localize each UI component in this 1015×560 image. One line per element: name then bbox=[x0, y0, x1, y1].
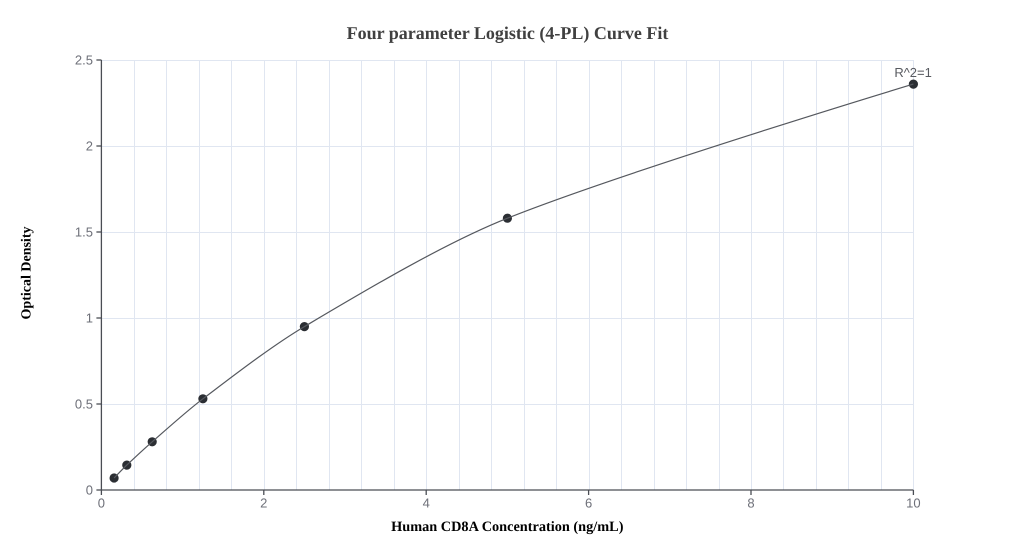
svg-text:0: 0 bbox=[98, 495, 105, 510]
svg-text:1: 1 bbox=[86, 311, 93, 326]
svg-text:4: 4 bbox=[423, 495, 430, 510]
svg-text:Optical Density: Optical Density bbox=[20, 227, 35, 320]
svg-text:Four parameter Logistic (4-PL): Four parameter Logistic (4-PL) Curve Fit bbox=[347, 23, 669, 43]
svg-text:0.5: 0.5 bbox=[75, 397, 93, 412]
svg-text:0: 0 bbox=[86, 483, 93, 498]
svg-text:2: 2 bbox=[260, 495, 267, 510]
svg-text:6: 6 bbox=[585, 495, 592, 510]
svg-text:1.5: 1.5 bbox=[75, 225, 93, 240]
svg-text:2.5: 2.5 bbox=[75, 53, 93, 68]
svg-text:10: 10 bbox=[906, 495, 920, 510]
svg-text:8: 8 bbox=[747, 495, 754, 510]
svg-text:Human CD8A Concentration (ng/m: Human CD8A Concentration (ng/mL) bbox=[391, 519, 624, 535]
svg-text:R^2=1: R^2=1 bbox=[894, 65, 932, 80]
svg-text:2: 2 bbox=[86, 139, 93, 154]
